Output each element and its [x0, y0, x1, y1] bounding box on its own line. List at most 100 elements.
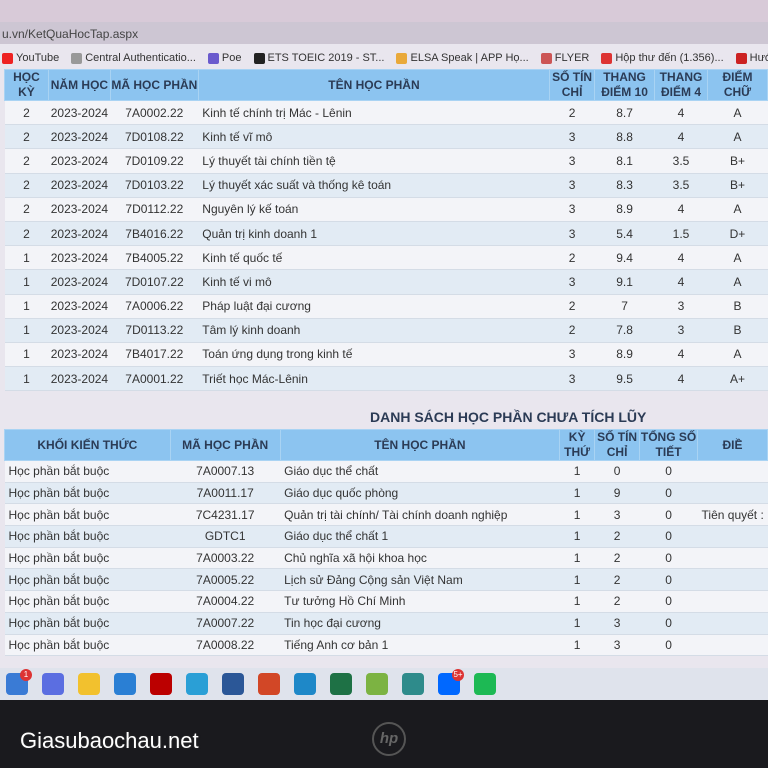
taskbar-weather-icon[interactable]: 1: [6, 669, 32, 695]
table-cell: 0: [639, 525, 698, 548]
taskbar-evernote-icon[interactable]: [402, 673, 424, 695]
bookmark-label: ELSA Speak | APP Họ...: [410, 52, 529, 64]
bookmark-label: Poe: [221, 52, 242, 64]
table-cell: 5.4: [594, 221, 655, 247]
table-cell: 0: [639, 547, 698, 570]
taskbar-meet-icon[interactable]: [42, 673, 64, 695]
table-cell: Quản trị kinh doanh 1: [198, 221, 550, 247]
table-row: 2 2023-2024 7D0108.22 Kinh tế vĩ mô 3 8.8 4 A: [4, 124, 768, 150]
bookmark-item[interactable]: ELSA Speak | APP Họ...: [396, 52, 529, 64]
bookmark-item[interactable]: Hộp thư đến (1.356)...: [601, 52, 724, 64]
table-cell: [697, 525, 768, 548]
table-cell: 1: [4, 245, 49, 271]
taskbar-spotify-icon[interactable]: [474, 673, 496, 695]
table-cell: 3.5: [654, 173, 708, 198]
table-cell: Giáo dục thể chất 1: [280, 525, 560, 548]
table-cell: [697, 482, 768, 505]
table-cell: B: [707, 318, 768, 343]
url-text: u.vn/KetQuaHocTap.aspx: [2, 27, 139, 41]
table-cell: Kinh tế vĩ mô: [198, 124, 550, 150]
table-row: Học phần bắt buộc 7A0004.22 Tư tưởng Hồ Ch…: [4, 590, 768, 613]
screen: u.vn/KetQuaHocTap.aspx YouTube Central Au…: [0, 0, 768, 700]
bookmark-item[interactable]: YouTube: [2, 52, 59, 64]
column-header: KỲ THỨ: [559, 429, 596, 461]
table-cell: Kinh tế vi mô: [198, 269, 550, 295]
table-cell: 2023-2024: [48, 294, 111, 319]
taskbar-excel-icon[interactable]: [330, 673, 352, 695]
bookmark-item[interactable]: Hướng dẫn và giải đ...: [735, 52, 768, 64]
table-cell: 7D0103.22: [110, 173, 199, 198]
table-cell: 1: [4, 294, 49, 319]
table-cell: 1: [559, 634, 595, 657]
table-cell: [697, 460, 768, 483]
bookmark-item[interactable]: Central Authenticatio...: [71, 52, 196, 64]
table-cell: 7A0007.13: [170, 460, 281, 483]
notification-badge: 5+: [452, 669, 464, 681]
table-cell: 2023-2024: [48, 100, 111, 126]
bookmark-label: FLYER: [554, 52, 590, 64]
table-cell: [697, 612, 768, 635]
table-cell: [697, 547, 768, 570]
table-row: Học phần bắt buộc GDTC1 Giáo dục thể chất …: [4, 525, 768, 548]
table-cell: 7C4231.17: [170, 503, 281, 527]
table-row: 2 2023-2024 7B4016.22 Quản trị kinh doanh 1…: [4, 221, 768, 247]
table-cell: 7D0108.22: [110, 124, 199, 150]
column-header: THANG ĐIỂM 10: [594, 69, 656, 101]
table-cell: 8.9: [594, 342, 655, 368]
table-cell: 2023-2024: [48, 366, 111, 392]
table-cell: 0: [639, 568, 698, 592]
table-cell: 3: [549, 124, 595, 150]
table-cell: 8.9: [594, 197, 655, 222]
table-row: 2 2023-2024 7D0112.22 Nguyên lý kế toán 3 8.9…: [4, 197, 768, 222]
table-row: 1 2023-2024 7B4005.22 Kinh tế quốc tế 2 9.4 4 A: [4, 245, 768, 271]
table-cell: 7: [594, 294, 655, 319]
taskbar-store-icon[interactable]: [114, 673, 136, 695]
table-row: Học phần bắt buộc 7A0011.17 Giáo dục quốc …: [4, 482, 768, 505]
table-cell: Giáo dục quốc phòng: [280, 482, 560, 505]
bookmark-item[interactable]: FLYER: [540, 52, 590, 64]
table-cell: 3: [654, 294, 708, 319]
table-cell: 2023-2024: [48, 221, 111, 247]
taskbar-help-icon[interactable]: [186, 673, 208, 695]
bookmark-item[interactable]: Poe: [207, 52, 242, 64]
table-cell: GDTC1: [170, 525, 281, 548]
table-cell: Học phần bắt buộc: [4, 568, 171, 592]
taskbar-word-icon[interactable]: [222, 673, 244, 695]
table-cell: 7A0001.22: [110, 366, 199, 392]
table-cell: Chủ nghĩa xã hội khoa học: [280, 547, 560, 570]
taskbar-edge-icon[interactable]: [294, 673, 316, 695]
column-header: SỐ TÍN CHỈ: [594, 429, 641, 461]
tab-bar: [0, 0, 768, 22]
table-cell: 1: [4, 269, 49, 295]
table-cell: 3: [549, 366, 595, 392]
table-cell: Học phần bắt buộc: [4, 482, 171, 505]
column-header: HỌC KỲ: [4, 69, 49, 101]
table-cell: 2: [594, 590, 640, 613]
bookmark-icon: [735, 52, 747, 64]
table-row: Học phần bắt buộc 7A0005.22 Lịch sử Đảng C…: [4, 568, 768, 592]
table-cell: 2023-2024: [48, 124, 111, 150]
column-header: ĐIỀ: [697, 429, 768, 461]
table-row: 2 2023-2024 7D0109.22 Lý thuyết tài chính t…: [4, 148, 768, 174]
column-header: MÃ HỌC PHẦN: [169, 429, 281, 461]
table-cell: Học phần bắt buộc: [4, 460, 171, 483]
table-cell: A: [707, 197, 768, 222]
table-cell: 1: [559, 482, 595, 505]
table-cell: Lịch sử Đảng Cộng sản Việt Nam: [280, 568, 560, 592]
column-header: SỐ TÍN CHỈ: [549, 69, 596, 101]
table-row: 1 2023-2024 7A0001.22 Triết học Mác-Lênin 3 9…: [4, 366, 768, 392]
table-cell: Pháp luật đại cương: [198, 294, 550, 319]
table-cell: 2: [549, 100, 595, 126]
bookmark-icon: [601, 52, 613, 64]
taskbar-netflix-icon[interactable]: [150, 673, 172, 695]
taskbar-zalo-icon[interactable]: 5+: [438, 669, 464, 695]
taskbar: 1 5+: [0, 668, 768, 700]
taskbar-coccoc-icon[interactable]: [366, 673, 388, 695]
address-bar[interactable]: u.vn/KetQuaHocTap.aspx: [0, 22, 768, 44]
taskbar-file-explorer-icon[interactable]: [78, 673, 100, 695]
taskbar-powerpoint-icon[interactable]: [258, 673, 280, 695]
bookmark-item[interactable]: ETS TOEIC 2019 - ST...: [253, 52, 384, 64]
table-cell: A: [707, 124, 768, 150]
table-cell: Học phần bắt buộc: [4, 612, 171, 635]
table-cell: Học phần bắt buộc: [4, 525, 171, 548]
